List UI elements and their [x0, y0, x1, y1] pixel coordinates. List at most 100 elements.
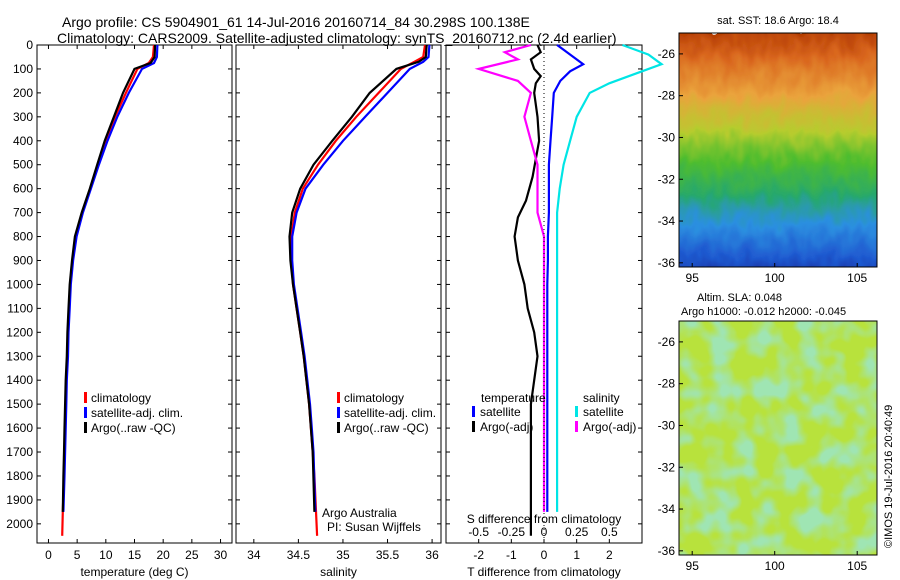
- sst-map-frame: [678, 32, 878, 268]
- sla-map-frame: [678, 320, 878, 556]
- sla-map: Altim. SLA: 0.048 Argo h1000: -0.012 h20…: [658, 292, 878, 573]
- salinity-legend-title: salinity: [583, 391, 620, 405]
- map-y-tick-label: -34: [658, 214, 676, 228]
- s-diff-tick-label: -0.25: [498, 525, 526, 539]
- credit-stamp: ©IMOS 19-Jul-2016 20:40:49: [883, 405, 895, 548]
- x-tick-label: 35.5: [376, 548, 400, 562]
- map-y-tick-label: -30: [658, 130, 676, 144]
- map-x-tick-label: 105: [847, 559, 867, 573]
- map-y-tick-label: -28: [658, 89, 676, 103]
- y-tick-label: 1000: [6, 277, 33, 291]
- legend-swatch: [84, 422, 87, 433]
- s-diff-tick-label: 0: [541, 525, 548, 539]
- x-tick-label: -2: [473, 548, 484, 562]
- legend-label: Argo(..raw -QC): [91, 421, 176, 435]
- temperature-legend-title: temperature: [481, 391, 546, 405]
- x-tick-label: 30: [214, 548, 228, 562]
- x-tick-label: 34.5: [287, 548, 311, 562]
- y-tick-label: 500: [13, 158, 33, 172]
- x-tick-label: 15: [128, 548, 142, 562]
- x-tick-label: 10: [99, 548, 113, 562]
- figure-title-line1: Argo profile: CS 5904901_61 14-Jul-2016 …: [62, 14, 530, 30]
- y-tick-label: 200: [13, 86, 33, 100]
- series-line-1: [290, 44, 427, 536]
- series-line-3: [555, 43, 664, 512]
- legend-swatch: [84, 392, 87, 403]
- legend-swatch: [472, 421, 475, 432]
- legend-swatch: [575, 421, 578, 432]
- x-axis-label: temperature (deg C): [80, 565, 188, 579]
- legend-label: satellite-adj. clim.: [91, 406, 183, 420]
- x-tick-label: 34: [247, 548, 261, 562]
- sla-map-title-line1: Altim. SLA: 0.048: [697, 292, 782, 304]
- y-tick-label: 2000: [6, 517, 33, 531]
- s-diff-tick-label: -0.5: [468, 525, 489, 539]
- y-tick-label: 400: [13, 134, 33, 148]
- y-tick-label: 1700: [6, 445, 33, 459]
- s-diff-tick-label: 0.5: [601, 525, 618, 539]
- annotation-text: PI: Susan Wijffels: [327, 520, 421, 534]
- figure-title-line2: Climatology: CARS2009. Satellite-adjuste…: [57, 30, 617, 46]
- profile-panel-3: -2 -1 0 1 2 T difference from climatology -0.5…: [445, 43, 664, 579]
- series-line-3: [288, 44, 428, 512]
- x-axis-label: salinity: [320, 565, 357, 579]
- sla-map-axes: 95 100 105 -26 -28 -30 -32 -34 -36: [658, 335, 868, 573]
- map-x-tick-label: 95: [686, 271, 700, 285]
- y-tick-label: 1800: [6, 469, 33, 483]
- legend-swatch: [84, 407, 87, 418]
- legend-swatch: [472, 406, 475, 417]
- legend-swatch: [337, 392, 340, 403]
- panel-frame: [36, 44, 233, 544]
- series-line-4: [474, 43, 546, 512]
- legend-swatch: [575, 406, 578, 417]
- sla-map-title-line2: Argo h1000: -0.012 h2000: -0.045: [681, 306, 846, 318]
- y-tick-label: 600: [13, 182, 33, 196]
- y-tick-label: 1200: [6, 325, 33, 339]
- legend-label: satellite: [583, 405, 624, 419]
- legend-swatch: [337, 422, 340, 433]
- profile-panel-1: 0 100 200 300 400 500 600 700 800 900 1000 1100 1200…: [6, 38, 233, 579]
- x-tick-label: -1: [506, 548, 517, 562]
- map-y-tick-label: -36: [658, 544, 676, 558]
- x-tick-label: 2: [606, 548, 613, 562]
- x-tick-label: 20: [156, 548, 170, 562]
- legend-label: Argo(-adj): [583, 420, 636, 434]
- y-tick-label: 1400: [6, 373, 33, 387]
- y-tick-label: 1900: [6, 493, 33, 507]
- map-y-tick-label: -32: [658, 460, 676, 474]
- sst-map-axes: 95 100 105 -26 -28 -30 -32 -34 -36: [658, 47, 868, 285]
- y-tick-label: 100: [13, 62, 33, 76]
- legend-swatch: [337, 407, 340, 418]
- y-tick-label: 700: [13, 206, 33, 220]
- map-x-tick-label: 100: [765, 271, 785, 285]
- x-tick-label: 25: [185, 548, 199, 562]
- map-y-tick-label: -26: [658, 47, 676, 61]
- y-tick-label: 1600: [6, 421, 33, 435]
- legend-label: Argo(..raw -QC): [344, 421, 429, 435]
- s-diff-tick-label: 0.25: [565, 525, 589, 539]
- x-tick-label: 0: [541, 548, 548, 562]
- series-line-1: [61, 44, 156, 536]
- x-tick-label: 35: [336, 548, 350, 562]
- sla-heatmap-blobs: [679, 321, 877, 555]
- y-tick-label: 800: [13, 230, 33, 244]
- y-tick-label: 0: [26, 38, 33, 52]
- y-tick-label: 1100: [7, 301, 33, 315]
- panel-frame: [235, 44, 442, 544]
- y-tick-label: 300: [13, 110, 33, 124]
- legend-label: Argo(-adj): [480, 420, 533, 434]
- map-x-tick-label: 100: [765, 559, 785, 573]
- series-line-2: [62, 44, 159, 512]
- sst-map-title: sat. SST: 18.6 Argo: 18.4: [717, 15, 839, 27]
- map-x-tick-label: 105: [847, 271, 867, 285]
- map-y-tick-label: -28: [658, 377, 676, 391]
- y-tick-label: 1500: [6, 397, 33, 411]
- x-tick-label: 5: [74, 548, 81, 562]
- x-axis-label: T difference from climatology: [467, 565, 621, 579]
- map-y-tick-label: -30: [658, 418, 676, 432]
- map-y-tick-label: -34: [658, 502, 676, 516]
- y-tick-label: 900: [13, 253, 33, 267]
- series-line-3: [61, 44, 157, 512]
- map-x-tick-label: 95: [686, 559, 700, 573]
